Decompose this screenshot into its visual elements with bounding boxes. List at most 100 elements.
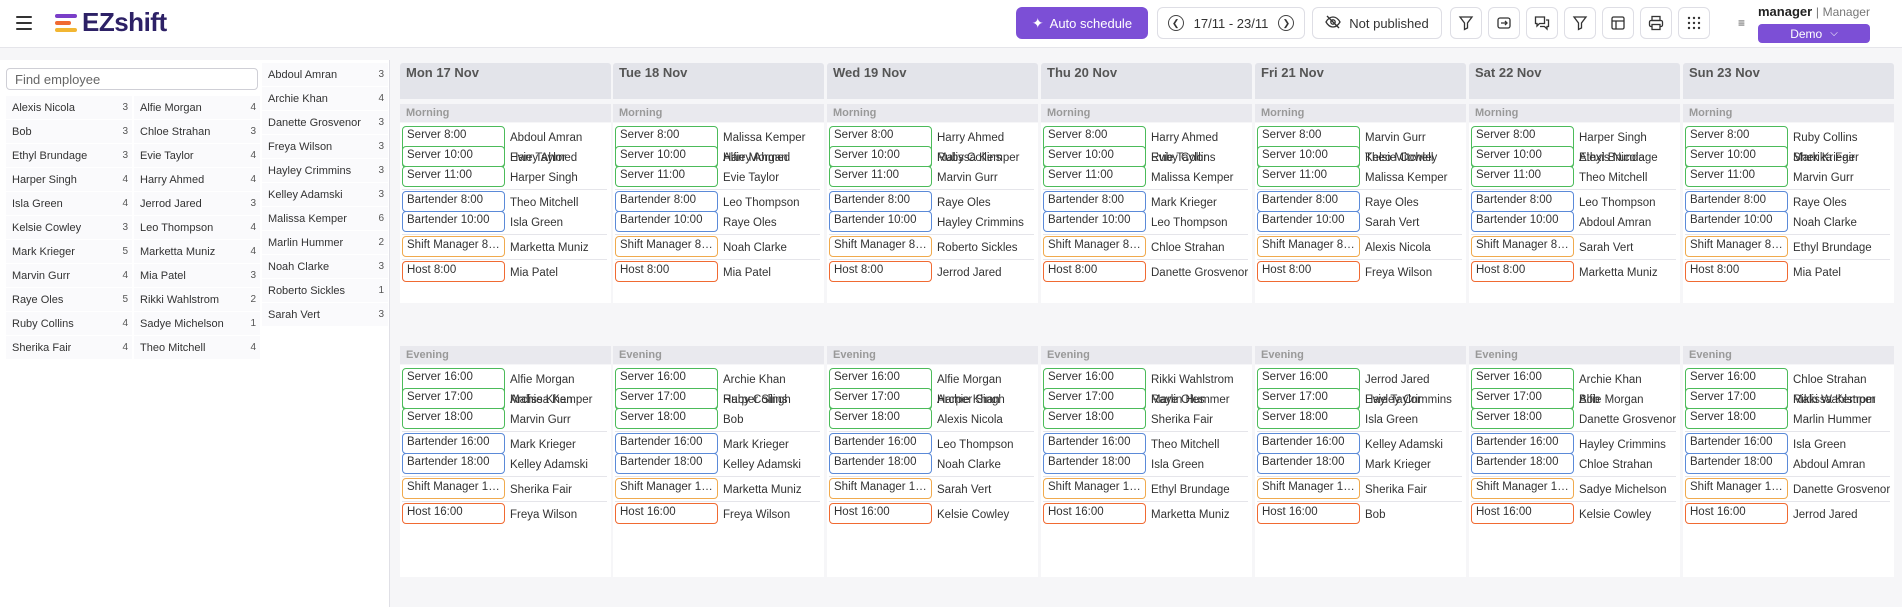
employee-item[interactable]: Sarah Vert 3 bbox=[262, 303, 388, 327]
employee-item[interactable]: Mia Patel 3 bbox=[134, 264, 260, 288]
assigned-employee[interactable]: Alfie Morgan bbox=[510, 374, 575, 386]
shift-slot[interactable]: Bartender 16:00 bbox=[1471, 433, 1574, 454]
assigned-employee[interactable]: Sherika Fair bbox=[1365, 484, 1427, 496]
day-header[interactable]: Tue 18 Nov bbox=[613, 63, 824, 99]
assigned-employee[interactable]: Archie Khan bbox=[723, 374, 786, 386]
shift-slot[interactable]: Server 11:00 bbox=[402, 166, 505, 187]
shift-slot[interactable]: Server 11:00 bbox=[615, 166, 718, 187]
assigned-employee[interactable]: Raye Oles bbox=[1151, 394, 1205, 406]
assigned-employee[interactable]: Alexis Nicola bbox=[1579, 152, 1645, 164]
assigned-employee[interactable]: Jerrod Jared bbox=[1793, 509, 1858, 521]
assigned-employee[interactable]: Malissa Kemper bbox=[1365, 172, 1448, 184]
employee-item[interactable]: Danette Grosvenor 3 bbox=[262, 111, 388, 135]
shift-slot[interactable]: Server 18:00 bbox=[829, 408, 932, 429]
employee-item[interactable]: Abdoul Amran 3 bbox=[262, 63, 388, 87]
shift-slot[interactable]: Shift Manager 8:00 bbox=[1685, 236, 1788, 257]
shift-slot[interactable]: Shift Manager 8:00 bbox=[1471, 236, 1574, 257]
assigned-employee[interactable]: Harry Ahmed bbox=[1151, 132, 1219, 144]
shift-slot[interactable]: Shift Manager 8:00 bbox=[615, 236, 718, 257]
shift-slot[interactable]: Host 8:00 bbox=[1257, 261, 1360, 282]
assigned-employee[interactable]: Bob bbox=[723, 414, 744, 426]
assigned-employee[interactable]: Malissa Kemper bbox=[1151, 172, 1234, 184]
assigned-employee[interactable]: Noah Clarke bbox=[937, 459, 1001, 471]
employee-item[interactable]: Kelley Adamski 3 bbox=[262, 183, 388, 207]
day-header[interactable]: Mon 17 Nov bbox=[400, 63, 611, 99]
shift-slot[interactable]: Bartender 18:00 bbox=[1685, 453, 1788, 474]
employee-item[interactable]: Freya Wilson 3 bbox=[262, 135, 388, 159]
assigned-employee[interactable]: Rikki Wahlstrom bbox=[1151, 374, 1234, 386]
employee-item[interactable]: Noah Clarke 3 bbox=[262, 255, 388, 279]
shift-slot[interactable]: Shift Manager 16:00 bbox=[615, 478, 718, 499]
assigned-employee[interactable]: Jerrod Jared bbox=[937, 267, 1002, 279]
shift-slot[interactable]: Host 16:00 bbox=[1043, 503, 1146, 524]
shift-slot[interactable]: Server 18:00 bbox=[1685, 408, 1788, 429]
shift-slot[interactable]: Bartender 16:00 bbox=[1685, 433, 1788, 454]
shift-slot[interactable]: Server 17:00 bbox=[1471, 388, 1574, 409]
assigned-employee[interactable]: Kelley Adamski bbox=[723, 459, 801, 471]
assigned-employee[interactable]: Ruby Collins bbox=[1793, 132, 1858, 144]
assigned-employee[interactable]: Kelley Adamski bbox=[1365, 439, 1443, 451]
assigned-employee[interactable]: Harper Singh bbox=[510, 172, 578, 184]
day-header[interactable]: Sun 23 Nov bbox=[1683, 63, 1894, 99]
assigned-employee[interactable]: Danette Grosvenor bbox=[1151, 267, 1249, 279]
assigned-employee[interactable]: Marlin Hummer bbox=[1151, 394, 1230, 406]
day-header[interactable]: Fri 21 Nov bbox=[1255, 63, 1466, 99]
shift-slot[interactable]: Host 8:00 bbox=[829, 261, 932, 282]
filter-button[interactable] bbox=[1450, 7, 1482, 39]
shift-slot[interactable]: Server 17:00 bbox=[1685, 388, 1788, 409]
assigned-employee[interactable]: Freya Wilson bbox=[1365, 267, 1433, 279]
shift-slot[interactable]: Host 16:00 bbox=[402, 503, 505, 524]
assigned-employee[interactable]: Bob bbox=[1579, 394, 1600, 406]
assigned-employee[interactable]: Danette Grosvenor bbox=[1579, 414, 1677, 426]
shift-slot[interactable]: Server 11:00 bbox=[829, 166, 932, 187]
shift-slot[interactable]: Server 10:00 bbox=[1471, 146, 1574, 167]
assigned-employee[interactable]: Marketta Muniz bbox=[1579, 267, 1658, 279]
assigned-employee[interactable]: Ethyl Brundage bbox=[1151, 484, 1230, 496]
employee-item[interactable]: Bob 3 bbox=[6, 120, 132, 144]
auto-schedule-button[interactable]: ✦ Auto schedule bbox=[1016, 7, 1148, 39]
shift-slot[interactable]: Server 17:00 bbox=[1043, 388, 1146, 409]
assigned-employee[interactable]: Alfie Morgan bbox=[723, 152, 788, 164]
assigned-employee[interactable]: Mark Krieger bbox=[1365, 459, 1431, 471]
shift-slot[interactable]: Bartender 18:00 bbox=[1043, 453, 1146, 474]
shift-slot[interactable]: Shift Manager 16:00 bbox=[1257, 478, 1360, 499]
employee-item[interactable]: Jerrod Jared 3 bbox=[134, 192, 260, 216]
employee-item[interactable]: Archie Khan 4 bbox=[262, 87, 388, 111]
employee-item[interactable]: Raye Oles 5 bbox=[6, 288, 132, 312]
shift-slot[interactable]: Bartender 10:00 bbox=[1685, 211, 1788, 232]
employee-item[interactable]: Marvin Gurr 4 bbox=[6, 264, 132, 288]
assigned-employee[interactable]: Evie Taylor bbox=[510, 152, 567, 164]
assigned-employee[interactable]: Evie Taylor bbox=[723, 172, 780, 184]
assigned-employee[interactable]: Ethyl Brundage bbox=[1793, 242, 1872, 254]
employee-item[interactable]: Hayley Crimmins 3 bbox=[262, 159, 388, 183]
assigned-employee[interactable]: Theo Mitchell bbox=[1151, 439, 1220, 451]
assigned-employee[interactable]: Chloe Strahan bbox=[1793, 374, 1867, 386]
employee-item[interactable]: Theo Mitchell 4 bbox=[134, 336, 260, 360]
shift-slot[interactable]: Shift Manager 8:00 bbox=[1043, 236, 1146, 257]
shift-slot[interactable]: Bartender 8:00 bbox=[829, 191, 932, 212]
employee-item[interactable]: Mark Krieger 5 bbox=[6, 240, 132, 264]
shift-slot[interactable]: Server 10:00 bbox=[829, 146, 932, 167]
day-header[interactable]: Thu 20 Nov bbox=[1041, 63, 1252, 99]
assigned-employee[interactable]: Marvin Gurr bbox=[1365, 132, 1426, 144]
shift-slot[interactable]: Bartender 8:00 bbox=[1685, 191, 1788, 212]
assigned-employee[interactable]: Sherika Fair bbox=[1151, 414, 1213, 426]
shift-slot[interactable]: Bartender 10:00 bbox=[1471, 211, 1574, 232]
shift-slot[interactable]: Bartender 18:00 bbox=[829, 453, 932, 474]
assigned-employee[interactable]: Theo Mitchell bbox=[1579, 172, 1648, 184]
assigned-employee[interactable]: Freya Wilson bbox=[510, 509, 578, 521]
shift-slot[interactable]: Shift Manager 8:00 bbox=[829, 236, 932, 257]
assigned-employee[interactable]: Archie Khan bbox=[510, 394, 573, 406]
shift-slot[interactable]: Server 11:00 bbox=[1043, 166, 1146, 187]
assigned-employee[interactable]: Chloe Strahan bbox=[1151, 242, 1225, 254]
shift-slot[interactable]: Bartender 16:00 bbox=[829, 433, 932, 454]
assigned-employee[interactable]: Sherika Fair bbox=[1793, 152, 1855, 164]
assigned-employee[interactable]: Ruby Collins bbox=[1151, 152, 1216, 164]
assigned-employee[interactable]: Harper Singh bbox=[937, 394, 1005, 406]
next-week-icon[interactable]: ❯ bbox=[1278, 15, 1295, 31]
assigned-employee[interactable]: Chloe Strahan bbox=[1579, 459, 1653, 471]
assigned-employee[interactable]: Malissa Kemper bbox=[1793, 394, 1876, 406]
shift-slot[interactable]: Server 11:00 bbox=[1257, 166, 1360, 187]
shift-slot[interactable]: Bartender 10:00 bbox=[829, 211, 932, 232]
shift-slot[interactable]: Bartender 8:00 bbox=[1257, 191, 1360, 212]
